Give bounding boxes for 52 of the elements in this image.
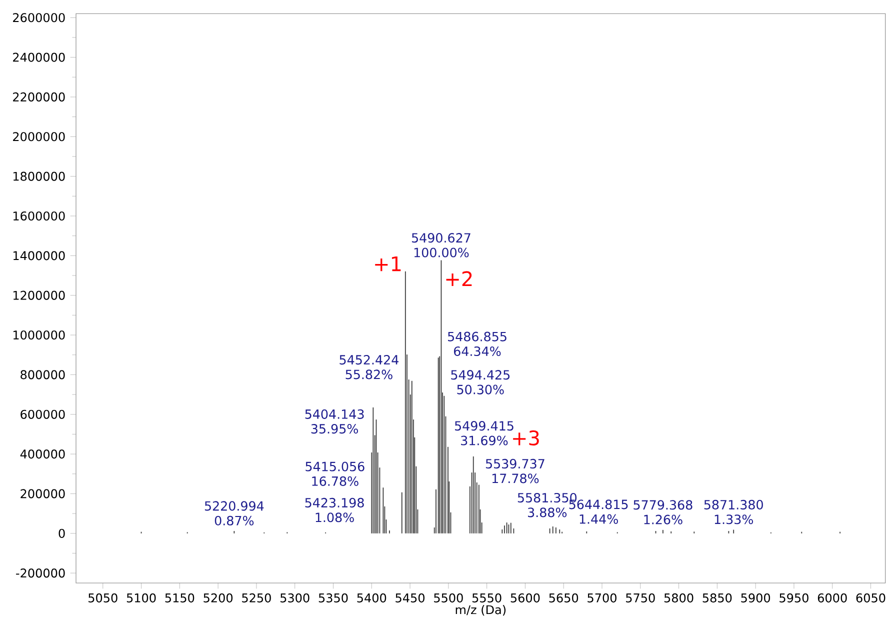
annotation: 5490.627 100.00% <box>412 233 470 258</box>
y-tick-label: 1600000 <box>13 211 65 221</box>
annotation: 5220.994 0.87% <box>204 501 264 526</box>
y-tick-label: 1400000 <box>13 251 65 260</box>
annotation: 5779.368 1.26% <box>634 500 692 524</box>
annotation: 5871.380 1.33% <box>704 500 763 524</box>
y-tick-label: 0 <box>58 528 65 538</box>
x-tick-label: 5250 <box>242 593 271 602</box>
x-tick-label: 5400 <box>357 593 386 602</box>
y-tick-label: 1200000 <box>13 290 65 300</box>
x-tick-label: 5050 <box>88 593 118 602</box>
x-tick-label: 5450 <box>396 593 424 602</box>
annotation: 5494.425 50.30% <box>451 370 510 394</box>
x-tick-label: 5200 <box>204 593 233 602</box>
x-tick-label: 5600 <box>510 593 540 602</box>
y-tick-label: -200000 <box>16 568 65 578</box>
x-tick-label: 5550 <box>472 593 502 602</box>
x-tick-label: 5100 <box>126 593 156 602</box>
annotation: 5404.143 35.95% <box>305 409 364 434</box>
x-tick-label: 5300 <box>280 593 310 602</box>
x-tick-label: 6000 <box>818 593 847 602</box>
x-tick-label: 6050 <box>856 593 886 602</box>
x-axis-title: m/z (Da) <box>456 604 506 616</box>
y-tick-label: 600000 <box>20 410 65 419</box>
x-tick-label: 5150 <box>165 593 194 602</box>
x-tick-label: 5800 <box>664 593 694 602</box>
x-tick-label: 5950 <box>780 593 808 602</box>
y-tick-label: 1800000 <box>13 172 65 181</box>
annotation: +3 <box>513 430 539 446</box>
annotation: 5423.198 1.08% <box>305 498 364 522</box>
y-tick-label: 2600000 <box>13 13 65 22</box>
x-tick-label: 5900 <box>741 593 770 602</box>
x-tick-label: 5350 <box>318 593 348 602</box>
y-tick-label: 400000 <box>20 450 65 459</box>
annotation: 5486.855 64.34% <box>448 332 506 356</box>
y-tick-label: 2400000 <box>13 52 65 62</box>
y-tick-label: 200000 <box>20 489 65 498</box>
x-tick-label: 5700 <box>588 593 616 602</box>
annotation: 5415.056 16.78% <box>306 462 364 486</box>
annotation: 5452.424 55.82% <box>340 354 398 380</box>
x-tick-label: 5650 <box>549 593 578 602</box>
annotation: +2 <box>446 271 472 286</box>
y-tick-label: 2200000 <box>13 92 65 102</box>
annotation: +1 <box>375 256 401 272</box>
y-tick-label: 2000000 <box>13 132 65 142</box>
x-tick-label: 5750 <box>626 593 655 602</box>
annotation: 5539.737 17.78% <box>486 458 544 484</box>
y-tick-label: 800000 <box>20 370 65 380</box>
x-tick-label: 5500 <box>434 593 463 602</box>
x-tick-label: 5850 <box>702 593 732 602</box>
annotation: 5499.415 31.69% <box>455 421 514 446</box>
y-tick-label: 1000000 <box>13 330 65 340</box>
